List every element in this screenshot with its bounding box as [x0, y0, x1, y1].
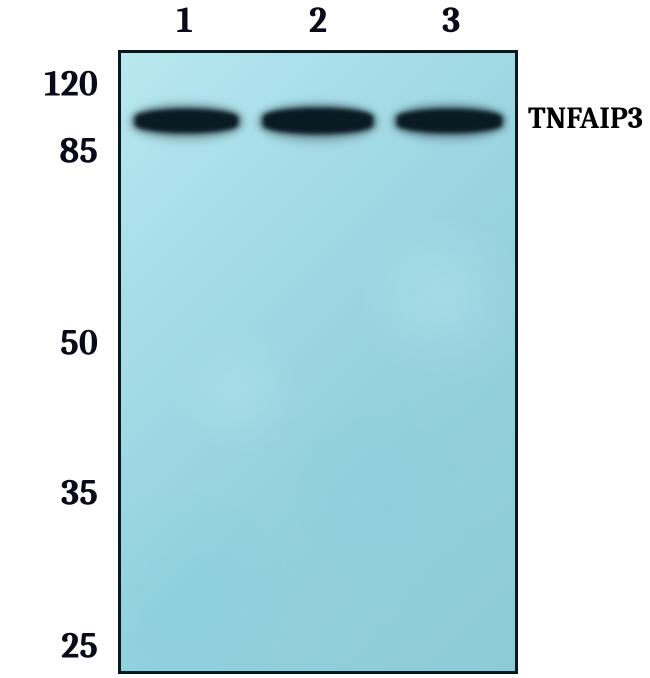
- lane-2: [252, 53, 383, 671]
- mw-marker-85: 85: [59, 131, 98, 172]
- lane-label-1: 1: [118, 0, 251, 48]
- lane-1: [121, 53, 252, 671]
- blot-inner: [121, 53, 515, 671]
- band-lane2: [263, 108, 373, 134]
- lane-labels-row: 1 2 3: [118, 0, 518, 48]
- figure-container: 1 2 3 120 85 50 35 25 TNFAIP3: [0, 0, 650, 678]
- band-lane3: [397, 109, 502, 133]
- protein-label: TNFAIP3: [528, 101, 643, 136]
- mw-marker-50: 50: [60, 323, 98, 364]
- blot-membrane: [118, 50, 518, 674]
- lane-label-3: 3: [385, 0, 518, 48]
- mw-marker-25: 25: [61, 625, 98, 666]
- mw-marker-120: 120: [44, 64, 98, 105]
- lane-3: [383, 53, 515, 671]
- molecular-weight-axis: 120 85 50 35 25: [0, 0, 110, 678]
- band-lane1: [135, 109, 237, 133]
- lane-label-2: 2: [251, 0, 384, 48]
- mw-marker-35: 35: [61, 473, 98, 514]
